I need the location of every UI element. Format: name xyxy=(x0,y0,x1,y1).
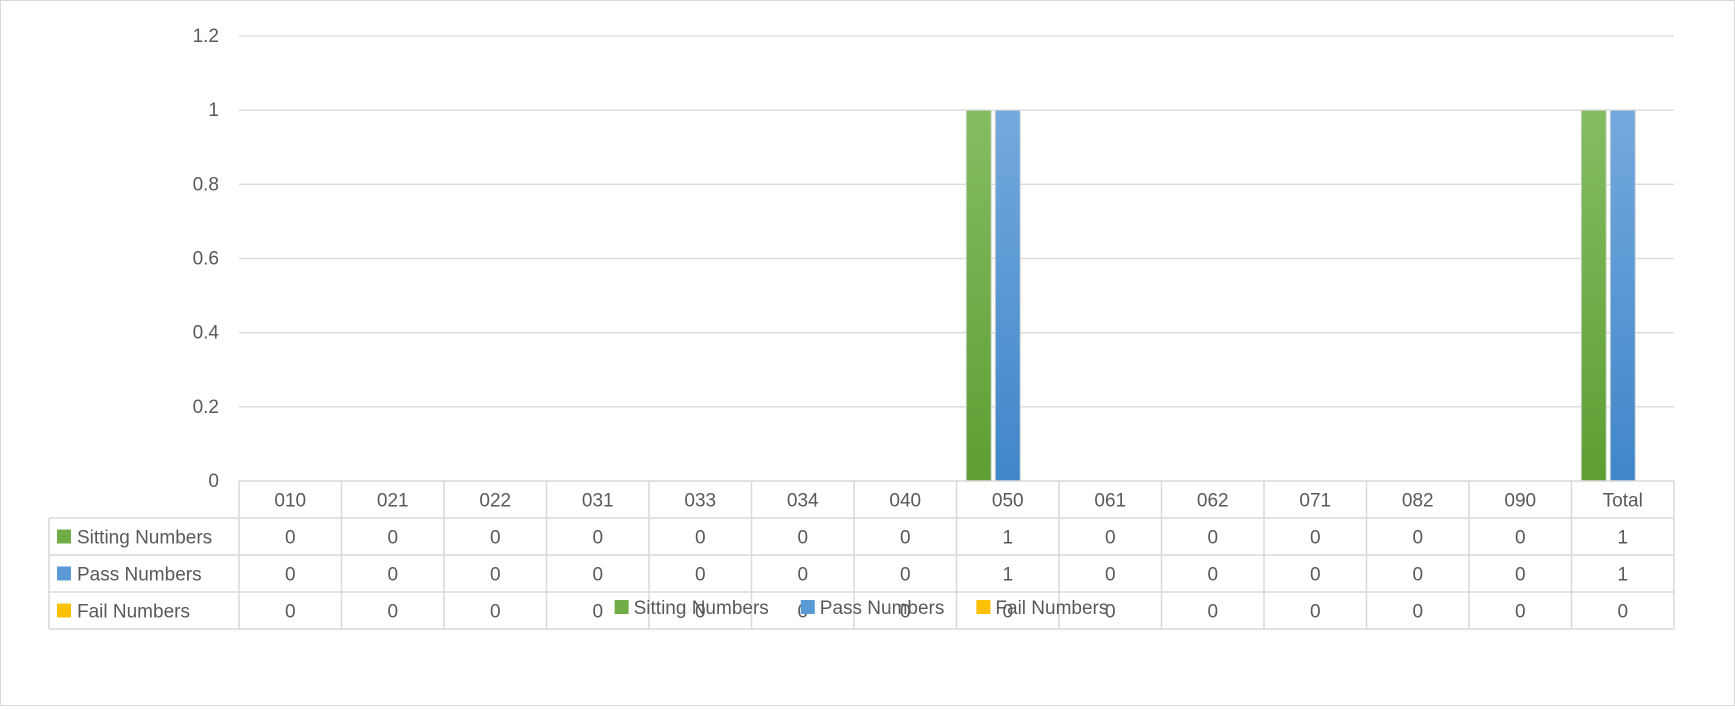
table-cell-value: 0 xyxy=(1515,528,1526,549)
table-cell-value: 0 xyxy=(900,528,911,549)
gridlines xyxy=(239,35,1674,408)
table-series-label: Sitting Numbers xyxy=(77,528,212,549)
y-tick-label: 0.8 xyxy=(193,174,219,195)
bar-pass-numbers-total xyxy=(1609,109,1636,482)
table-cell-value: 1 xyxy=(1617,565,1628,586)
table-cell-value: 0 xyxy=(387,565,398,586)
bars xyxy=(965,109,1636,482)
table-series-label: Fail Numbers xyxy=(77,602,190,623)
table-cell-value: 0 xyxy=(1617,602,1628,623)
x-category-label: 021 xyxy=(377,491,409,512)
table-cell-value: 0 xyxy=(797,565,808,586)
table-cell-value: 0 xyxy=(490,528,501,549)
table-cell-value: 0 xyxy=(387,602,398,623)
table-cell-value: 0 xyxy=(1310,602,1321,623)
legend-swatch xyxy=(614,600,629,614)
table-cell-value: 0 xyxy=(1515,602,1526,623)
table-cell-value: 0 xyxy=(1207,528,1218,549)
y-tick-label: 0.2 xyxy=(193,397,219,418)
table-cell-value: 0 xyxy=(1105,602,1116,623)
table-series-label: Pass Numbers xyxy=(77,565,202,586)
table-cell-value: 1 xyxy=(1002,528,1013,549)
bar-pass-numbers-050 xyxy=(994,109,1021,482)
table-cell-value: 1 xyxy=(1002,565,1013,586)
x-category-label: Total xyxy=(1603,491,1643,512)
y-tick-label: 0.4 xyxy=(193,323,220,344)
table-cell-value: 0 xyxy=(490,602,501,623)
table-cell-value: 0 xyxy=(1515,565,1526,586)
table-legend-key xyxy=(57,603,71,618)
table-cell-value: 0 xyxy=(1207,565,1218,586)
table-cell-value: 0 xyxy=(1412,528,1423,549)
x-category-label: 050 xyxy=(992,491,1024,512)
x-category-label: 071 xyxy=(1299,491,1331,512)
y-tick-label: 1 xyxy=(208,100,219,121)
data-table: 010 021 022 031 033 034 040 050 061 062 071 082 090 T… xyxy=(48,480,1675,630)
table-cell-value: 0 xyxy=(695,602,706,623)
table-cell-value: 0 xyxy=(285,565,296,586)
table-cell-value: 0 xyxy=(387,528,398,549)
legend-item: Pass Numbers xyxy=(800,598,945,619)
legend-label: Fail Numbers xyxy=(995,598,1108,619)
x-category-label: 062 xyxy=(1197,491,1229,512)
legend-swatch xyxy=(976,600,991,614)
y-tick-label: 1.2 xyxy=(193,26,219,47)
x-category-label: 090 xyxy=(1504,491,1536,512)
legend-label: Pass Numbers xyxy=(820,598,945,619)
x-category-label: 082 xyxy=(1402,491,1434,512)
table-cell-value: 0 xyxy=(285,528,296,549)
x-category-label: 022 xyxy=(479,491,511,512)
table-cell-value: 0 xyxy=(1310,565,1321,586)
y-tick-label: 0 xyxy=(208,471,219,492)
table-legend-key xyxy=(57,566,71,581)
table-cell-value: 0 xyxy=(695,565,706,586)
x-category-label: 040 xyxy=(889,491,921,512)
x-category-label: 033 xyxy=(684,491,716,512)
table-cell-value: 0 xyxy=(1412,602,1423,623)
legend-item: Fail Numbers xyxy=(976,598,1108,619)
table-cell-value: 0 xyxy=(1105,565,1116,586)
legend-item: Sitting Numbers xyxy=(614,598,769,619)
table-legend-key xyxy=(57,529,71,544)
bar-sitting-numbers-050 xyxy=(965,109,992,482)
table-cell-value: 0 xyxy=(695,528,706,549)
table-cell-value: 0 xyxy=(592,565,603,586)
legend: Sitting Numbers Pass Numbers Fail Numbers xyxy=(614,598,1108,619)
table-cell-value: 0 xyxy=(1412,565,1423,586)
x-category-label: 010 xyxy=(274,491,306,512)
x-category-label: 061 xyxy=(1094,491,1126,512)
table-cell-value: 0 xyxy=(1105,528,1116,549)
table-cell-value: 0 xyxy=(490,565,501,586)
table-cell-value: 0 xyxy=(592,602,603,623)
table-cell-value: 0 xyxy=(797,528,808,549)
table-cell-value: 0 xyxy=(1310,528,1321,549)
table-cell-value: 0 xyxy=(592,528,603,549)
legend-swatch xyxy=(800,600,815,614)
table-cell-value: 0 xyxy=(900,565,911,586)
bar-sitting-numbers-total xyxy=(1580,109,1607,482)
table-cell-value: 1 xyxy=(1617,528,1628,549)
table-cell-value: 0 xyxy=(900,602,911,623)
table-cell-value: 0 xyxy=(1207,602,1218,623)
x-category-label: 031 xyxy=(582,491,614,512)
table-cell-value: 0 xyxy=(285,602,296,623)
table-cell-value: 0 xyxy=(1002,602,1013,623)
y-axis: 0 0.2 0.4 0.6 0.8 1 1.2 xyxy=(193,26,220,492)
y-tick-label: 0.6 xyxy=(193,249,219,270)
x-category-label: 034 xyxy=(787,491,819,512)
legend-label: Sitting Numbers xyxy=(634,598,769,619)
